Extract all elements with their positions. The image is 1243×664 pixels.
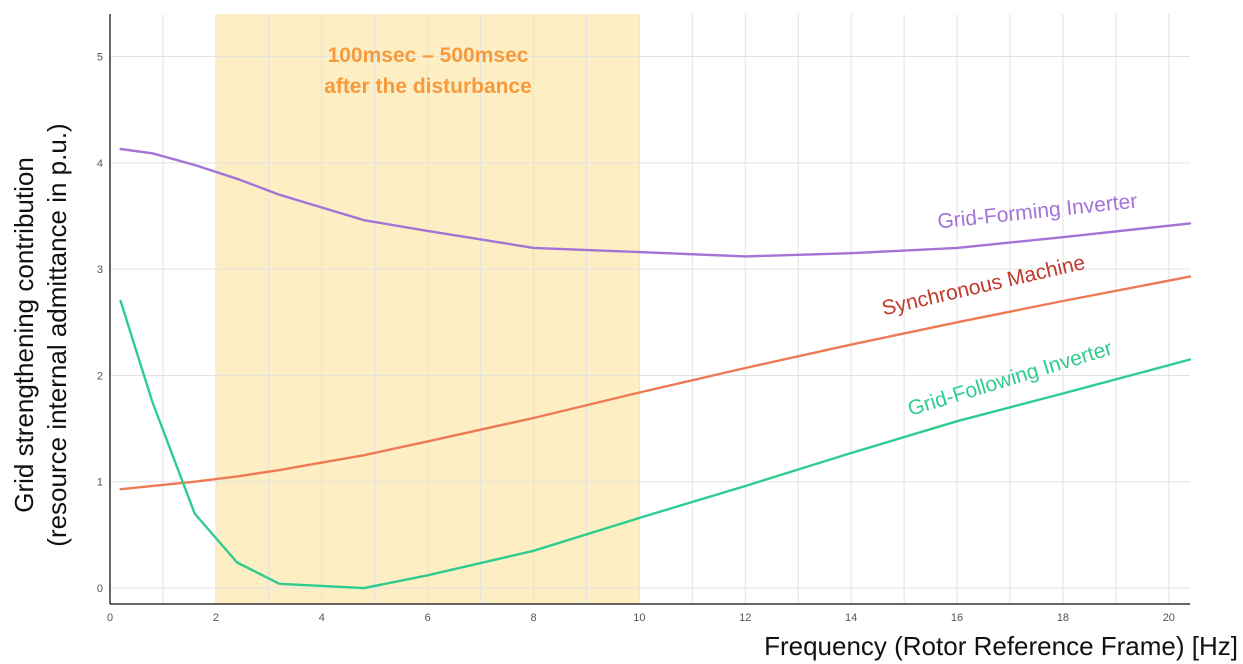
x-tick-label: 2: [213, 612, 219, 624]
x-tick-label: 4: [319, 612, 325, 624]
y-tick-label: 3: [97, 264, 103, 276]
y-axis-label-line1: Grid strengthening contribution: [9, 157, 39, 513]
x-tick-label: 6: [425, 612, 431, 624]
x-tick-label: 16: [951, 612, 963, 624]
y-axis-label-line2: (resource internal admittance in p.u.): [42, 123, 72, 546]
y-tick-label: 0: [97, 583, 103, 595]
x-tick-label: 12: [739, 612, 751, 624]
band-label-line2: after the disturbance: [324, 75, 532, 98]
x-axis-label: Frequency (Rotor Reference Frame) [Hz]: [764, 631, 1238, 661]
series-line-synchronous-machine: [119, 275, 1192, 491]
y-tick-label: 2: [97, 370, 103, 382]
series-label-synchronous: Synchronous Machine: [880, 251, 1088, 320]
series-layer: [119, 147, 1192, 590]
x-tick-label: 20: [1163, 612, 1175, 624]
series-label-grid-forming: Grid-Forming Inverter: [936, 190, 1138, 234]
x-tick-label: 10: [633, 612, 645, 624]
x-tick-label: 0: [107, 612, 113, 624]
series-line-grid-following-inverter: [119, 299, 1192, 590]
y-tick-label: 5: [97, 52, 103, 64]
y-tick-label: 1: [97, 477, 103, 489]
series-line-grid-forming-inverter: [119, 147, 1192, 258]
y-tick-label: 4: [97, 158, 103, 170]
x-tick-label: 18: [1057, 612, 1069, 624]
x-tick-label: 8: [530, 612, 536, 624]
grid-layer: [109, 14, 1190, 604]
band-label-line1: 100msec – 500msec: [328, 44, 529, 67]
x-tick-label: 14: [845, 612, 857, 624]
